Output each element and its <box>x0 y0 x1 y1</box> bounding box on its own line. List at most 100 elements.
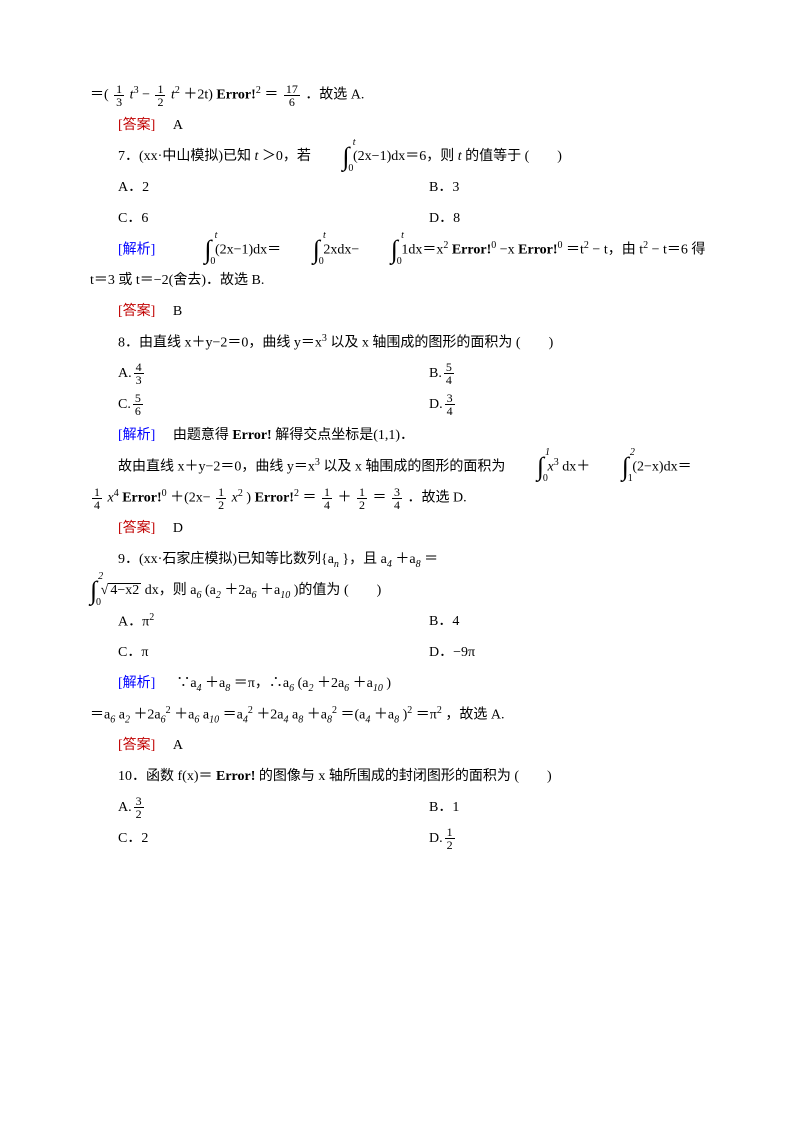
t-var: t <box>458 149 462 164</box>
ans: D <box>173 521 183 536</box>
q7-sol-line2: t＝3 或 t＝−2(舍去)．故选 B. <box>90 266 740 297</box>
sup: 3 <box>134 85 139 96</box>
q10-options: A.32 B．1 C．2 D.12 <box>118 793 740 855</box>
txt: − t，由 t <box>592 242 643 257</box>
analysis-label: [解析] <box>118 242 155 257</box>
blank: ( ) <box>344 583 381 598</box>
txt: 故由直线 x＋y−2＝0，曲线 y＝x <box>118 459 315 474</box>
q7-stem: 7．(xx·中山模拟)已知 t ＞0，若 ∫t0 (2x−1)dx＝6，则 t … <box>90 142 740 173</box>
answer-8: [答案] D <box>90 514 740 545</box>
expr: 2xdx− <box>323 242 359 257</box>
q9-stem: 9．(xx·石家庄模拟)已知等比数列{an }，且 a4 ＋a8 ＝ <box>90 545 740 576</box>
integral-icon: ∫21 <box>594 454 629 480</box>
opt-a: A.43 <box>118 359 429 390</box>
opt-d: D.34 <box>429 390 740 421</box>
q10-stem: 10．函数 f(x)＝ Error! 的图像与 x 轴所围成的封闭图形的面积为 … <box>90 762 740 793</box>
integral-icon: ∫t0 <box>176 237 211 263</box>
frac-17-6: 176 <box>284 83 300 108</box>
opt-c: C．6 <box>118 204 429 235</box>
answer-label: [答案] <box>118 304 155 319</box>
ans: A <box>173 738 183 753</box>
q9-stem-2: ∫20 √4−x2 dx，则 a6 (a2 ＋2a6 ＋a10 )的值为 ( ) <box>90 576 740 607</box>
t-var: t <box>255 149 259 164</box>
error-text: Error! <box>216 88 255 103</box>
sqrt-icon: √ <box>101 583 109 598</box>
blank: ( ) <box>516 335 553 350</box>
opt-a: A．π2 <box>118 607 429 638</box>
txt: 由题意得 <box>173 428 229 443</box>
integral-icon: ∫10 <box>509 454 544 480</box>
sup: 2 <box>175 85 180 96</box>
opt-a: A.32 <box>118 793 429 824</box>
tail: ．故选 A. <box>305 88 364 103</box>
plus2t: ＋2t) <box>183 88 213 103</box>
expr: (2−x)dx＝ <box>632 459 691 474</box>
txt: 以及 x 轴围成的图形的面积为 <box>330 335 512 350</box>
q7-options: A．2 B．3 C．6 D．8 <box>118 173 740 235</box>
opt-c: C.56 <box>118 390 429 421</box>
bar: 0 <box>558 240 563 251</box>
answer-label: [答案] <box>118 118 155 133</box>
txt: 以及 x 轴围成的图形的面积为 <box>323 459 505 474</box>
bar: 0 <box>491 240 496 251</box>
analysis-label: [解析] <box>118 676 155 691</box>
q8-stem: 8．由直线 x＋y−2＝0，曲线 y＝x3 以及 x 轴围成的图形的面积为 ( … <box>90 328 740 359</box>
txt: 8．由直线 x＋y−2＝0，曲线 y＝x <box>118 335 322 350</box>
error-text: Error! <box>232 428 271 443</box>
txt: ＝t <box>566 242 584 257</box>
txt: −x <box>500 242 515 257</box>
answer-9: [答案] A <box>90 731 740 762</box>
answer-label: [答案] <box>118 521 155 536</box>
q9-analysis: [解析] ∵a4 ＋a8 ＝π，∴a6 (a2 ＋2a6 ＋a10 ) <box>90 669 740 700</box>
q8-analysis-1: [解析] 由题意得 Error! 解得交点坐标是(1,1)． <box>90 421 740 452</box>
integral-icon: ∫t0 <box>285 237 320 263</box>
error-text: Error! <box>216 769 255 784</box>
blank: ( ) <box>525 149 562 164</box>
ans: A <box>173 118 183 133</box>
txt: 解得交点坐标是(1,1)． <box>275 428 414 443</box>
page: ＝( 13 t3 − 12 t2 ＋2t) Error!2 ＝ 176 ．故选 … <box>0 0 800 895</box>
dx: dx＋ <box>562 459 590 474</box>
error-text: Error! <box>255 491 294 506</box>
answer-7: [答案] B <box>90 297 740 328</box>
error-text: Error! <box>518 242 557 257</box>
opt-b: B．3 <box>429 173 740 204</box>
txt: 7．(xx·中山模拟)已知 <box>118 149 255 164</box>
q8-analysis-3: 14 x4 Error!0 ＋(2x− 12 x2 ) Error!2 ＝ 14… <box>90 483 740 514</box>
opt-d: D．−9π <box>429 638 740 669</box>
opt-c: C．π <box>118 638 429 669</box>
q9-options: A．π2 B．4 C．π D．−9π <box>118 607 740 669</box>
minus: − <box>142 88 150 103</box>
expr: 1dx＝x <box>401 242 443 257</box>
eq: ＝ <box>264 88 278 103</box>
opt-b: B．1 <box>429 793 740 824</box>
opt-a: A．2 <box>118 173 429 204</box>
frac: 12 <box>216 486 226 511</box>
line-top: ＝( 13 t3 − 12 t2 ＋2t) Error!2 ＝ 176 ．故选 … <box>90 80 740 111</box>
analysis-label: [解析] <box>118 428 155 443</box>
error-text: Error! <box>122 491 161 506</box>
integral-icon: ∫20 <box>90 578 97 604</box>
opt-b: B.54 <box>429 359 740 390</box>
txt: − t＝6 得 <box>652 242 706 257</box>
txt: ＝( <box>90 88 109 103</box>
opt-c: C．2 <box>118 824 429 855</box>
sup: 2 <box>443 240 448 251</box>
bar: 2 <box>256 85 261 96</box>
q8-options: A.43 B.54 C.56 D.34 <box>118 359 740 421</box>
opt-d: D.12 <box>429 824 740 855</box>
frac-1-3: 13 <box>114 83 124 108</box>
frac: 14 <box>92 486 102 511</box>
txt: ＞0，若 <box>262 149 311 164</box>
error-text: Error! <box>452 242 491 257</box>
expr: (2x−1)dx＝6，则 <box>353 149 458 164</box>
ans: B <box>173 304 182 319</box>
txt: 的值等于 <box>465 149 521 164</box>
integral-icon: ∫t0 <box>314 144 349 170</box>
blank: ( ) <box>514 769 551 784</box>
q8-analysis-2: 故由直线 x＋y−2＝0，曲线 y＝x3 以及 x 轴围成的图形的面积为 ∫10… <box>90 452 740 483</box>
q7-analysis: [解析] ∫t0 (2x−1)dx＝ ∫t0 2xdx− ∫t0 1dx＝x2 … <box>90 235 740 266</box>
answer-label: [答案] <box>118 738 155 753</box>
expr: (2x−1)dx＝ <box>215 242 281 257</box>
sqrt-body: 4−x2 <box>108 583 141 598</box>
